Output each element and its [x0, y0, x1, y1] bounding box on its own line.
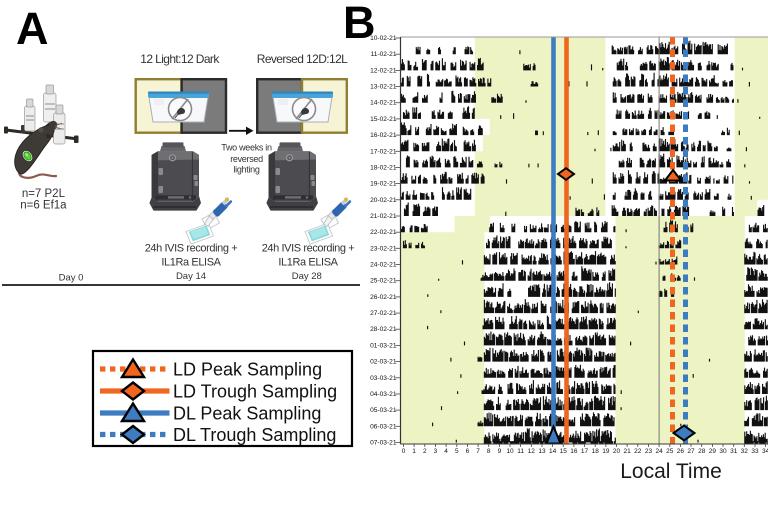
svg-text:lighting: lighting: [233, 165, 259, 175]
svg-text:11-02-21: 11-02-21: [371, 51, 397, 58]
svg-text:25: 25: [666, 448, 674, 455]
svg-text:DL Trough Sampling: DL Trough Sampling: [173, 425, 336, 445]
svg-text:2: 2: [423, 448, 427, 455]
svg-text:14-02-21: 14-02-21: [370, 100, 397, 107]
svg-text:16: 16: [570, 448, 578, 455]
svg-text:Local Time: Local Time: [620, 460, 722, 483]
svg-text:17-02-21: 17-02-21: [370, 148, 397, 155]
svg-text:19-02-21: 19-02-21: [370, 181, 397, 188]
svg-text:IL1Ra ELISA: IL1Ra ELISA: [278, 257, 338, 269]
svg-text:0: 0: [402, 448, 406, 455]
svg-text:28-02-21: 28-02-21: [370, 326, 397, 333]
svg-text:07-03-21: 07-03-21: [370, 440, 397, 447]
svg-text:reversed: reversed: [230, 154, 263, 164]
svg-text:01-03-21: 01-03-21: [370, 342, 397, 349]
svg-text:IL1Ra ELISA: IL1Ra ELISA: [161, 257, 221, 269]
svg-text:B: B: [343, 0, 376, 48]
svg-text:21: 21: [623, 448, 631, 455]
svg-text:7: 7: [476, 448, 480, 455]
svg-text:33: 33: [751, 448, 759, 455]
svg-text:05-03-21: 05-03-21: [370, 407, 397, 414]
svg-text:3: 3: [434, 448, 438, 455]
svg-text:27-02-21: 27-02-21: [370, 310, 397, 317]
svg-text:13-02-21: 13-02-21: [370, 84, 397, 91]
svg-text:29: 29: [709, 448, 717, 455]
svg-text:6: 6: [466, 448, 470, 455]
svg-text:04-03-21: 04-03-21: [370, 391, 397, 398]
svg-text:13: 13: [538, 448, 546, 455]
svg-text:Day 14: Day 14: [176, 271, 206, 282]
svg-text:10-02-21: 10-02-21: [370, 35, 397, 42]
svg-text:n=6 Ef1a: n=6 Ef1a: [20, 200, 67, 212]
svg-text:20-02-21: 20-02-21: [370, 197, 397, 204]
svg-text:LD Peak Sampling: LD Peak Sampling: [173, 360, 322, 380]
svg-text:27: 27: [687, 448, 695, 455]
svg-text:11: 11: [517, 448, 524, 455]
svg-text:23-02-21: 23-02-21: [370, 245, 397, 252]
svg-text:24: 24: [655, 448, 663, 455]
svg-text:34: 34: [762, 448, 768, 455]
svg-text:25-02-21: 25-02-21: [370, 278, 397, 285]
svg-text:24h IVIS recording +: 24h IVIS recording +: [262, 243, 355, 255]
svg-text:24h IVIS recording +: 24h IVIS recording +: [145, 243, 238, 255]
svg-text:LD Trough Sampling: LD Trough Sampling: [173, 382, 337, 402]
svg-text:22: 22: [634, 448, 642, 455]
svg-text:32: 32: [741, 448, 749, 455]
svg-text:Day 28: Day 28: [292, 271, 322, 282]
svg-text:8: 8: [487, 448, 491, 455]
svg-text:16-02-21: 16-02-21: [370, 132, 397, 139]
svg-text:1: 1: [412, 448, 416, 455]
svg-text:12-02-21: 12-02-21: [370, 67, 397, 74]
svg-text:17: 17: [581, 448, 589, 455]
svg-text:12: 12: [528, 448, 536, 455]
svg-text:22-02-21: 22-02-21: [370, 229, 397, 236]
svg-text:Day 0: Day 0: [59, 273, 84, 284]
svg-text:10: 10: [506, 448, 514, 455]
svg-text:23: 23: [645, 448, 653, 455]
svg-text:30: 30: [719, 448, 727, 455]
svg-text:12 Light:12 Dark: 12 Light:12 Dark: [140, 52, 220, 66]
svg-text:21-02-21: 21-02-21: [370, 213, 397, 220]
svg-text:26-02-21: 26-02-21: [370, 294, 397, 301]
svg-text:15: 15: [560, 448, 568, 455]
svg-text:18: 18: [592, 448, 600, 455]
svg-text:24-02-21: 24-02-21: [370, 262, 397, 269]
svg-text:02-03-21: 02-03-21: [370, 359, 397, 366]
svg-text:06-03-21: 06-03-21: [370, 423, 397, 430]
svg-text:28: 28: [698, 448, 706, 455]
svg-text:Reversed 12D:12L: Reversed 12D:12L: [257, 52, 348, 66]
svg-text:18-02-21: 18-02-21: [370, 164, 397, 171]
svg-text:5: 5: [455, 448, 459, 455]
svg-text:31: 31: [730, 448, 738, 455]
svg-text:26: 26: [677, 448, 685, 455]
svg-text:A: A: [16, 3, 49, 54]
svg-text:Two weeks in: Two weeks in: [221, 143, 272, 153]
svg-text:03-03-21: 03-03-21: [370, 375, 397, 382]
svg-text:19: 19: [602, 448, 610, 455]
svg-text:n=7 P2L: n=7 P2L: [22, 188, 66, 200]
svg-text:15-02-21: 15-02-21: [370, 116, 397, 123]
svg-text:14: 14: [549, 448, 557, 455]
svg-text:DL Peak Sampling: DL Peak Sampling: [173, 404, 321, 424]
svg-text:20: 20: [613, 448, 621, 455]
svg-text:4: 4: [444, 448, 448, 455]
svg-text:9: 9: [498, 448, 502, 455]
